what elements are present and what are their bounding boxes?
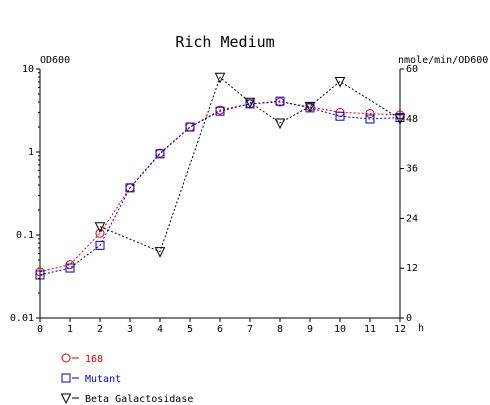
x-tick-label: 12 xyxy=(394,324,406,335)
x-tick-label: 5 xyxy=(187,324,193,335)
legend-label-beta-galactosidase: Beta Galactosidase xyxy=(85,394,193,405)
x-tick-label: 8 xyxy=(277,324,283,335)
series-line-168 xyxy=(39,101,401,273)
data-point-beta-galactosidase xyxy=(334,76,346,88)
y-left-tick-label: 0.01 xyxy=(10,313,34,324)
legend: 168 Mutant Beta Galactosidase xyxy=(60,353,193,405)
data-point-mutant xyxy=(125,183,135,193)
x-tick-label: 1 xyxy=(67,324,73,335)
legend-marker-mutant xyxy=(61,373,71,383)
x-tick-label: 4 xyxy=(157,324,163,335)
legend-marker-beta-galactosidase xyxy=(60,393,72,405)
series-mutant xyxy=(35,96,405,280)
y-right-axis-label: nmole/min/OD600 xyxy=(398,55,488,66)
series-beta-galactosidase xyxy=(94,72,406,258)
x-tick-label: 2 xyxy=(97,324,103,335)
series-line-beta-galactosidase xyxy=(99,76,401,253)
y-right-tick-label: 48 xyxy=(406,114,418,125)
y-left-tick-label: 0.1 xyxy=(16,230,34,241)
data-point-mutant xyxy=(155,149,165,159)
x-tick-label: 6 xyxy=(217,324,223,335)
data-point-mutant xyxy=(185,122,195,132)
x-tick-label: 0 xyxy=(37,324,43,335)
legend-marker-168 xyxy=(61,353,71,363)
data-point-mutant xyxy=(335,111,345,121)
plot-layer: 0 1 2 3 4 5 6 7 8 9 10 11 120.010.111001224364860168… xyxy=(10,64,418,405)
legend-item-168: 168 xyxy=(61,353,103,365)
data-point-168 xyxy=(65,260,75,270)
chart-title: Rich Medium xyxy=(175,33,274,51)
data-point-168 xyxy=(365,109,375,119)
x-axis-label: h xyxy=(418,323,424,334)
y-right-tick-label: 60 xyxy=(406,64,418,75)
data-point-mutant xyxy=(95,240,105,250)
x-tick-label: 10 xyxy=(334,324,346,335)
data-point-beta-galactosidase xyxy=(154,247,166,258)
data-point-beta-galactosidase xyxy=(214,72,226,84)
data-point-168 xyxy=(185,122,195,132)
data-point-beta-galactosidase xyxy=(304,101,316,113)
x-tick-label: 9 xyxy=(307,324,313,335)
data-point-beta-galactosidase xyxy=(244,97,256,109)
legend-label-168: 168 xyxy=(85,354,103,365)
data-point-mutant xyxy=(215,106,225,116)
y-left-tick-label: 1 xyxy=(28,147,34,158)
x-tick-label: 3 xyxy=(127,324,133,335)
data-point-mutant xyxy=(275,96,285,106)
data-point-168 xyxy=(95,228,105,238)
legend-label-mutant: Mutant xyxy=(85,374,121,385)
legend-item-mutant: Mutant xyxy=(61,373,121,385)
data-point-beta-galactosidase xyxy=(274,118,286,130)
y-right-tick-label: 0 xyxy=(406,313,412,324)
y-left-axis-label: OD600 xyxy=(40,55,70,66)
data-point-beta-galactosidase xyxy=(394,114,406,125)
x-tick-label: 7 xyxy=(247,324,253,335)
legend-item-beta-galactosidase: Beta Galactosidase xyxy=(60,393,193,405)
data-point-mutant xyxy=(65,263,75,273)
data-point-mutant xyxy=(365,114,375,124)
y-left-tick-label: 10 xyxy=(22,64,34,75)
data-point-mutant xyxy=(395,113,405,123)
y-right-tick-label: 36 xyxy=(406,164,418,175)
series-line-mutant xyxy=(39,100,401,276)
series-168 xyxy=(35,97,405,277)
x-tick-label: 11 xyxy=(364,324,376,335)
y-right-tick-label: 12 xyxy=(406,263,418,274)
data-point-mutant xyxy=(35,270,45,280)
data-point-beta-galactosidase xyxy=(94,222,106,233)
y-right-tick-label: 24 xyxy=(406,213,418,224)
